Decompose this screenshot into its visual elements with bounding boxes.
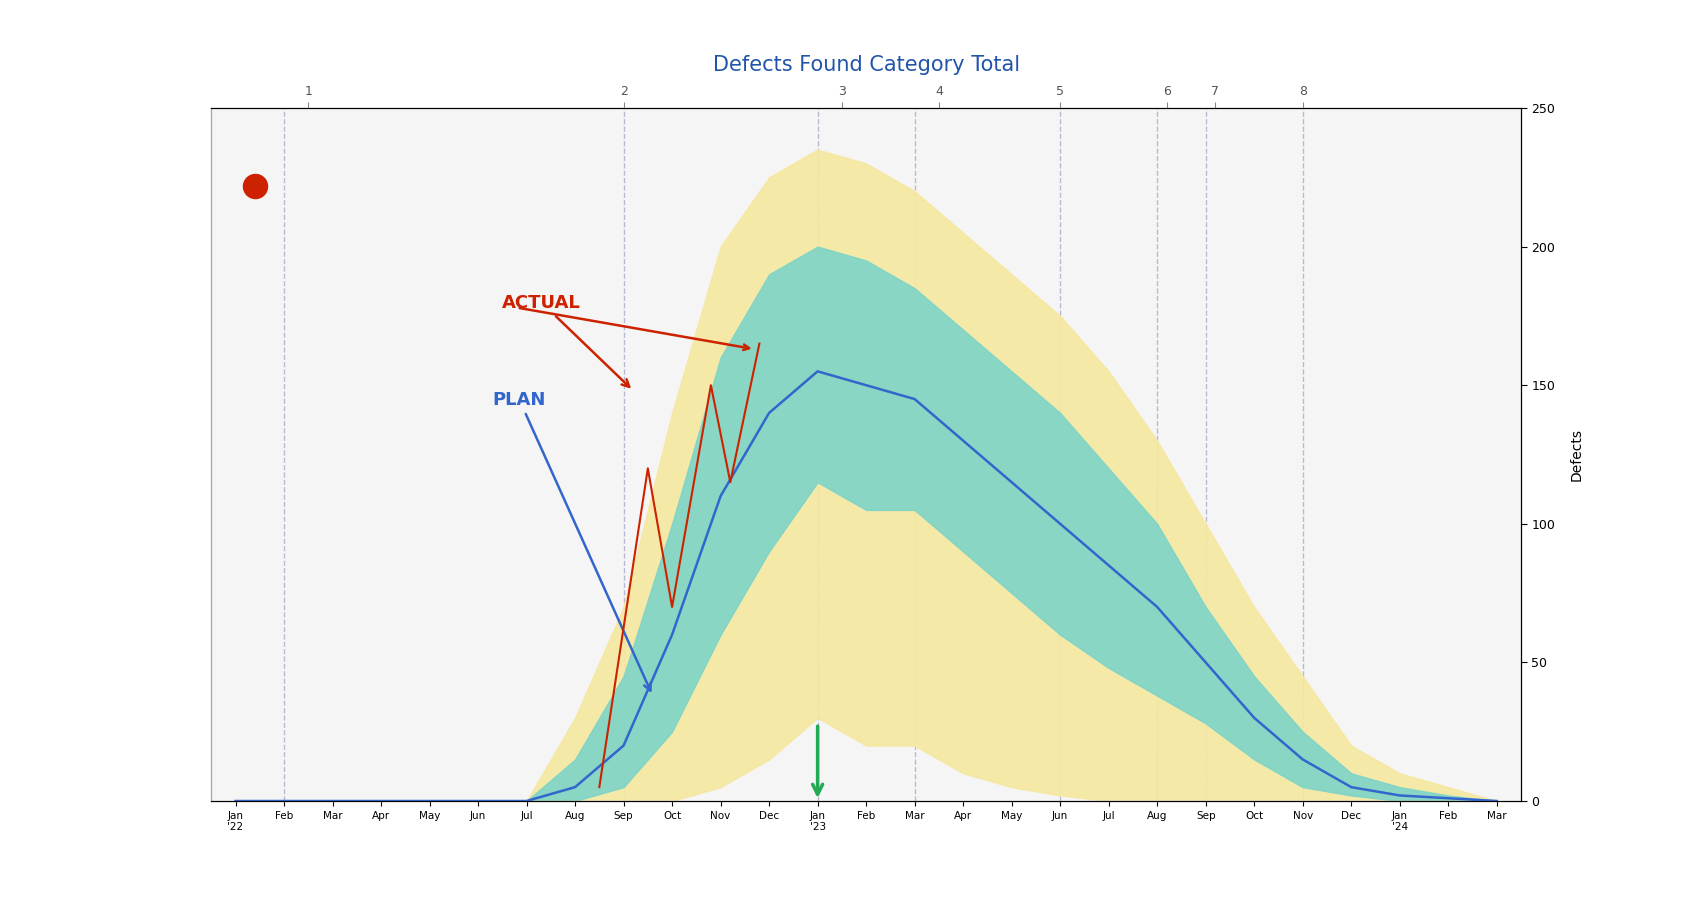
Y-axis label: Defects: Defects bbox=[1569, 428, 1583, 481]
Text: PLAN: PLAN bbox=[491, 391, 650, 690]
Point bbox=[242, 178, 269, 193]
Title: Defects Found Category Total: Defects Found Category Total bbox=[713, 55, 1018, 75]
Text: ACTUAL: ACTUAL bbox=[502, 293, 628, 387]
